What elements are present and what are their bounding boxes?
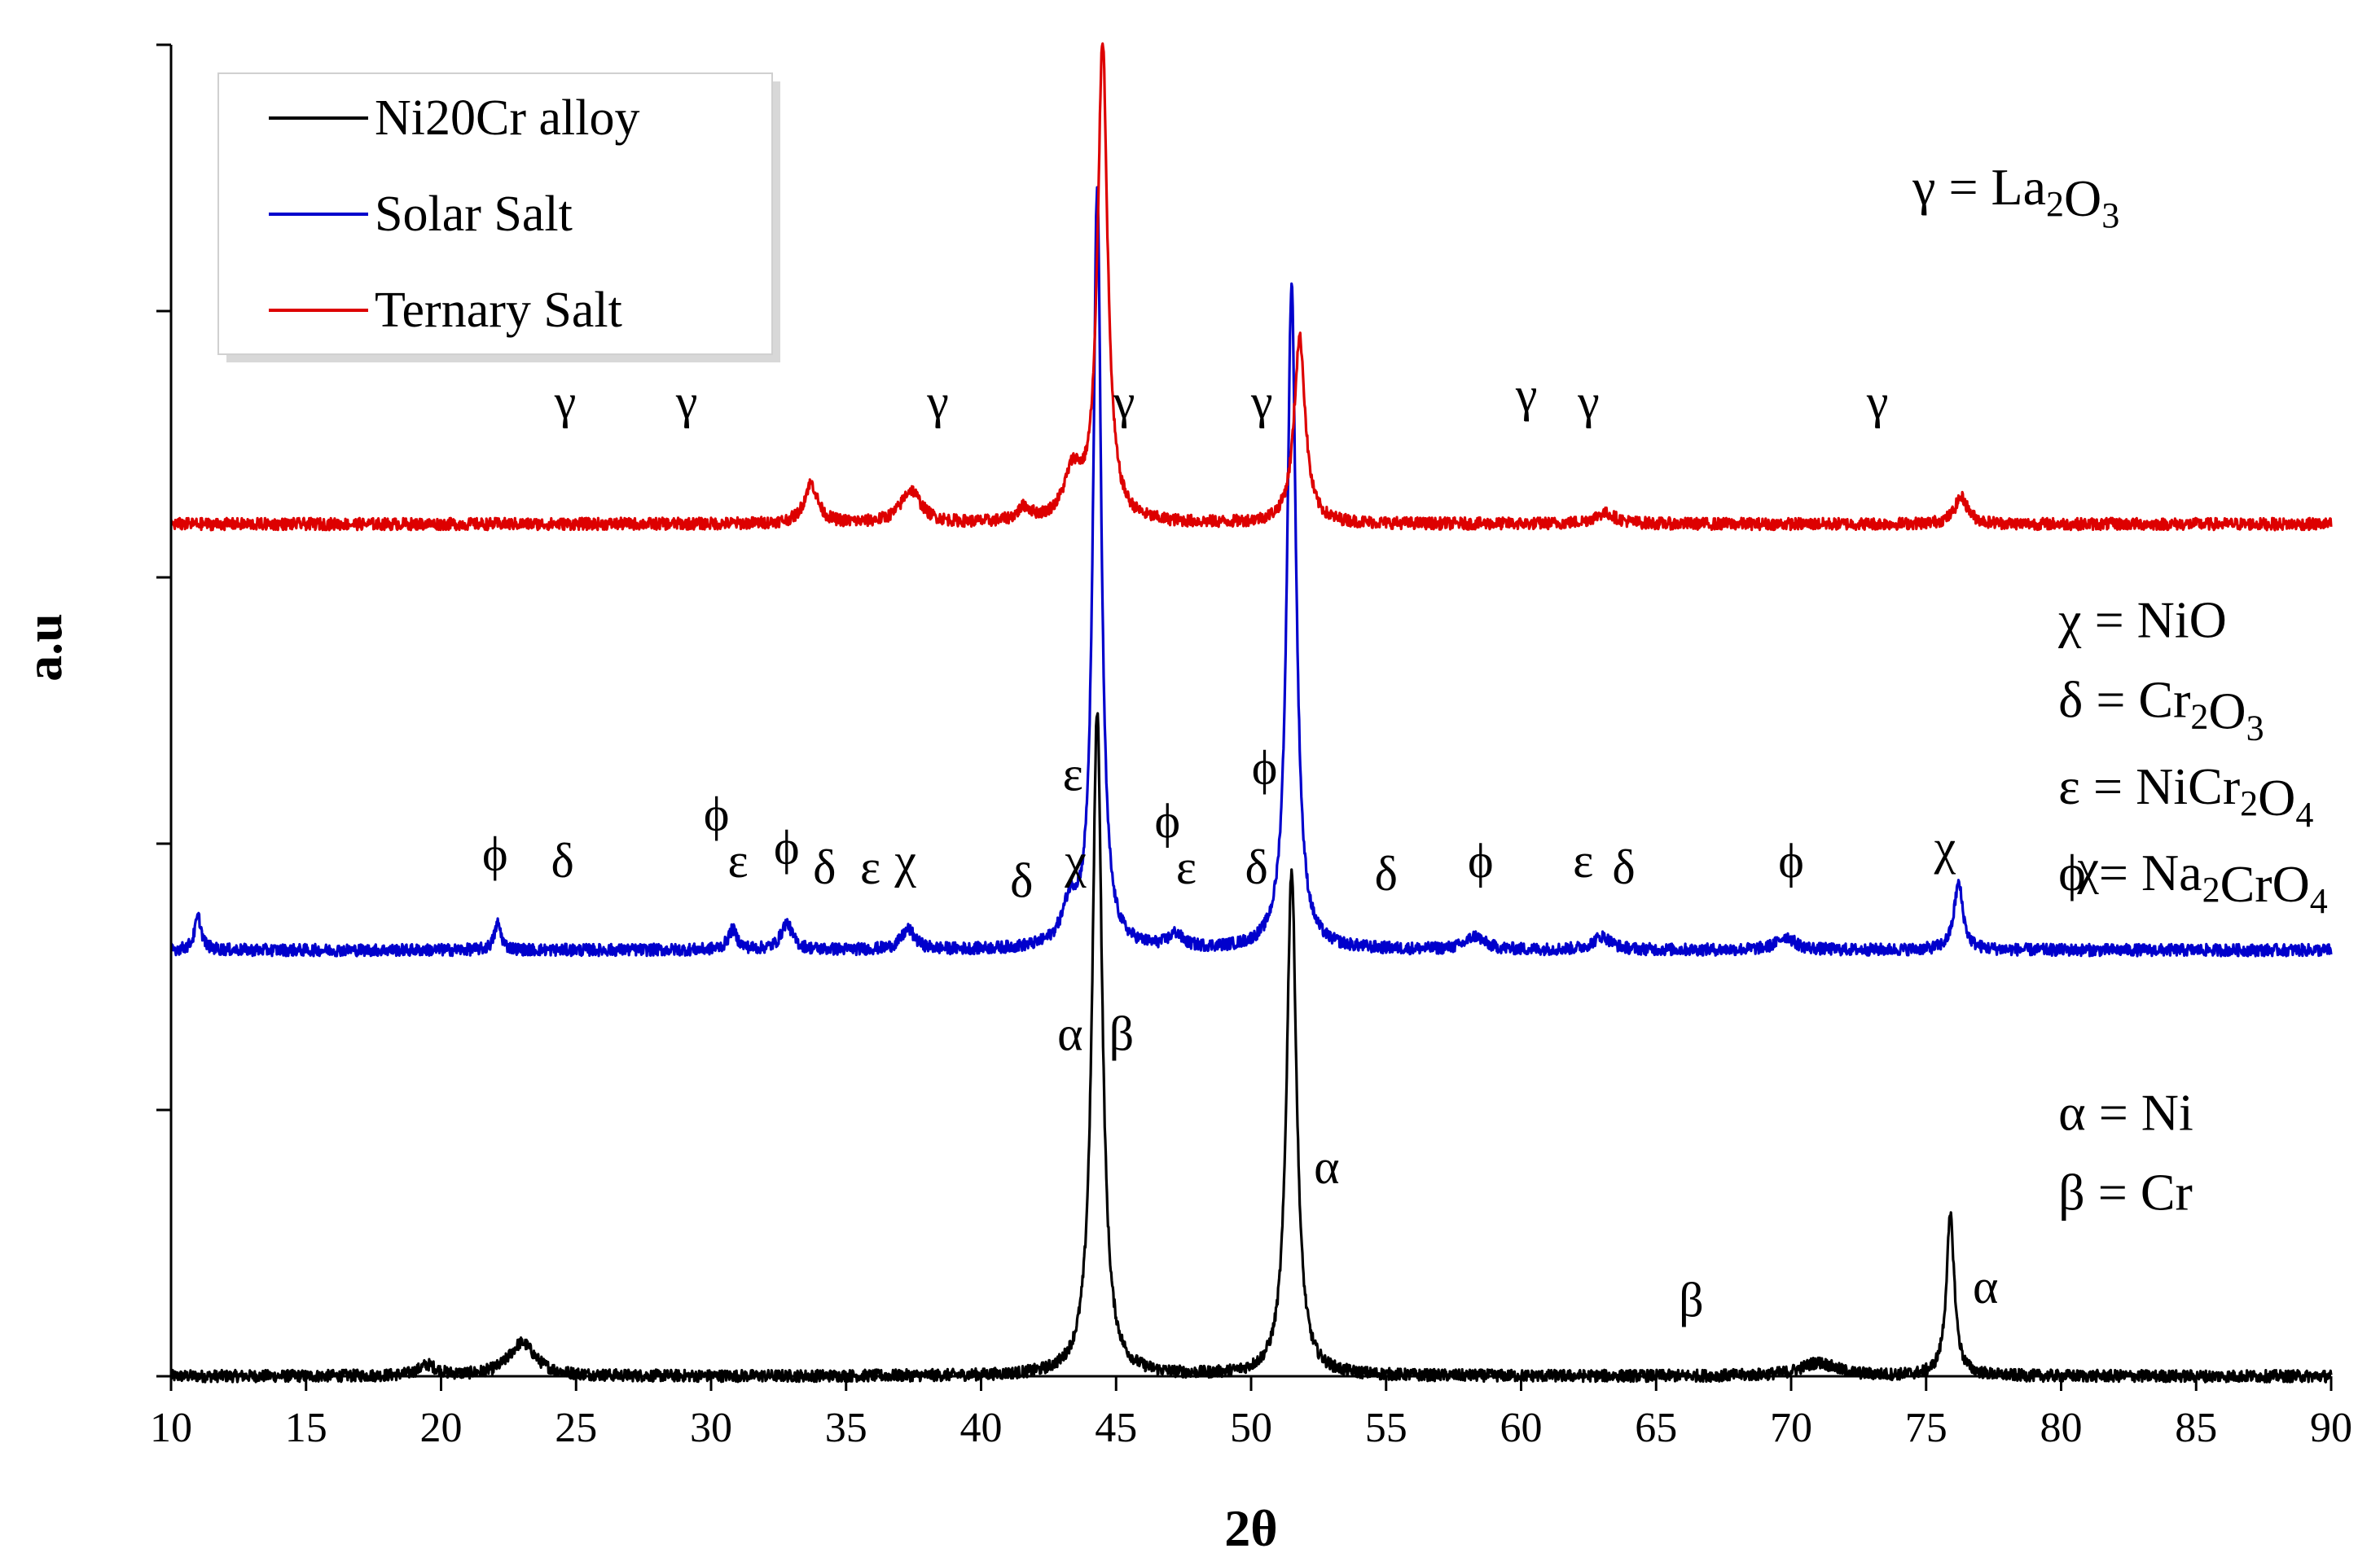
peak-label: β	[1679, 1273, 1704, 1327]
peak-label: γ	[1113, 375, 1135, 428]
phase-key: γ = La2O3 χ = NiO δ = Cr2O3 ε = NiCr2O4 ϕ = …	[1912, 158, 2328, 1221]
phase-key-entry: ϕ = Na2CrO4	[2058, 844, 2328, 921]
peak-label: γ	[1866, 375, 1889, 428]
x-tick-label: 10	[150, 1405, 192, 1451]
phase-key-entry: α = Ni	[2058, 1084, 2193, 1142]
peak-label: δ	[1010, 853, 1033, 907]
peak-label: ϕ	[1778, 834, 1804, 888]
legend-label: Solar Salt	[375, 186, 573, 242]
peak-label: ϕ	[1154, 794, 1180, 848]
axes: 10 15 20 25 30 35 40 45 50 55 60 65 70 75 80 85 90	[150, 43, 2352, 1451]
series-line-1	[169, 712, 2333, 1384]
peak-label: γ	[554, 375, 577, 428]
peak-label: γ	[1577, 375, 1600, 428]
legend: Ni20Cr alloy Solar Salt Ternary Salt	[217, 72, 780, 362]
peak-label: δ	[551, 834, 574, 888]
peak-label: α	[1973, 1260, 1998, 1314]
x-tick-label: 90	[2310, 1405, 2352, 1451]
peak-label: χ	[1934, 821, 1956, 875]
peak-label: δ	[813, 840, 836, 894]
peak-label: ε	[1176, 840, 1197, 894]
peak-label: γ	[926, 375, 949, 428]
legend-label: Ternary Salt	[375, 283, 622, 338]
x-tick-label: 75	[1905, 1405, 1947, 1451]
series-line-2	[170, 186, 2333, 958]
peak-label: α	[1057, 1007, 1082, 1060]
legend-label: Ni20Cr alloy	[375, 90, 639, 146]
x-tick-label: 15	[285, 1405, 327, 1451]
peak-label: γ	[1515, 368, 1538, 422]
peak-label: γ	[675, 375, 698, 428]
peak-label: β	[1109, 1007, 1135, 1060]
x-tick-label: 30	[690, 1405, 732, 1451]
peak-label: α	[1314, 1140, 1339, 1194]
x-tick-label: 80	[2040, 1405, 2083, 1451]
x-axis-title: 2θ	[1224, 1499, 1277, 1557]
peak-label: χ	[894, 834, 916, 888]
peak-label: χ	[2076, 840, 2099, 894]
phase-key-entry: δ = Cr2O3	[2058, 671, 2264, 748]
series-line-3	[169, 42, 2333, 532]
x-tick-label: 60	[1500, 1405, 1543, 1451]
x-tick-label: 70	[1770, 1405, 1812, 1451]
x-tick-label: 55	[1365, 1405, 1407, 1451]
peak-label: ϕ	[774, 821, 800, 875]
x-tick-label: 20	[420, 1405, 463, 1451]
peak-label: ϕ	[482, 827, 508, 881]
peak-label: δ	[1612, 840, 1635, 894]
x-tick-label: 65	[1635, 1405, 1677, 1451]
phase-key-entry: ε = NiCr2O4	[2058, 757, 2313, 835]
phase-key-entry: χ = NiO	[2057, 591, 2227, 649]
peak-label: ϕ	[1252, 740, 1278, 794]
y-axis-title: a.u	[15, 613, 72, 682]
x-tick-label: 25	[555, 1405, 597, 1451]
phase-key-entry: γ = La2O3	[1912, 158, 2119, 235]
peak-label: δ	[1245, 840, 1267, 894]
peak-label: ε	[728, 834, 749, 888]
peak-label: δ	[1375, 847, 1398, 901]
x-tick-label: 45	[1095, 1405, 1137, 1451]
peak-label: γ	[1250, 375, 1273, 428]
x-tick-label: 40	[960, 1405, 1003, 1451]
peak-label: ϕ	[1468, 834, 1494, 888]
x-tick-label: 85	[2175, 1405, 2217, 1451]
peak-label: ε	[1063, 748, 1083, 801]
peak-label: ε	[860, 840, 880, 894]
peak-label: ϕ	[704, 787, 730, 841]
peak-label: χ	[1064, 834, 1087, 888]
plot-lines	[169, 42, 2333, 1384]
phase-key-entry: β = Cr	[2058, 1164, 2193, 1222]
x-tick-label: 35	[825, 1405, 867, 1451]
peak-label: ε	[1573, 834, 1593, 888]
x-tick-label: 50	[1230, 1405, 1272, 1451]
